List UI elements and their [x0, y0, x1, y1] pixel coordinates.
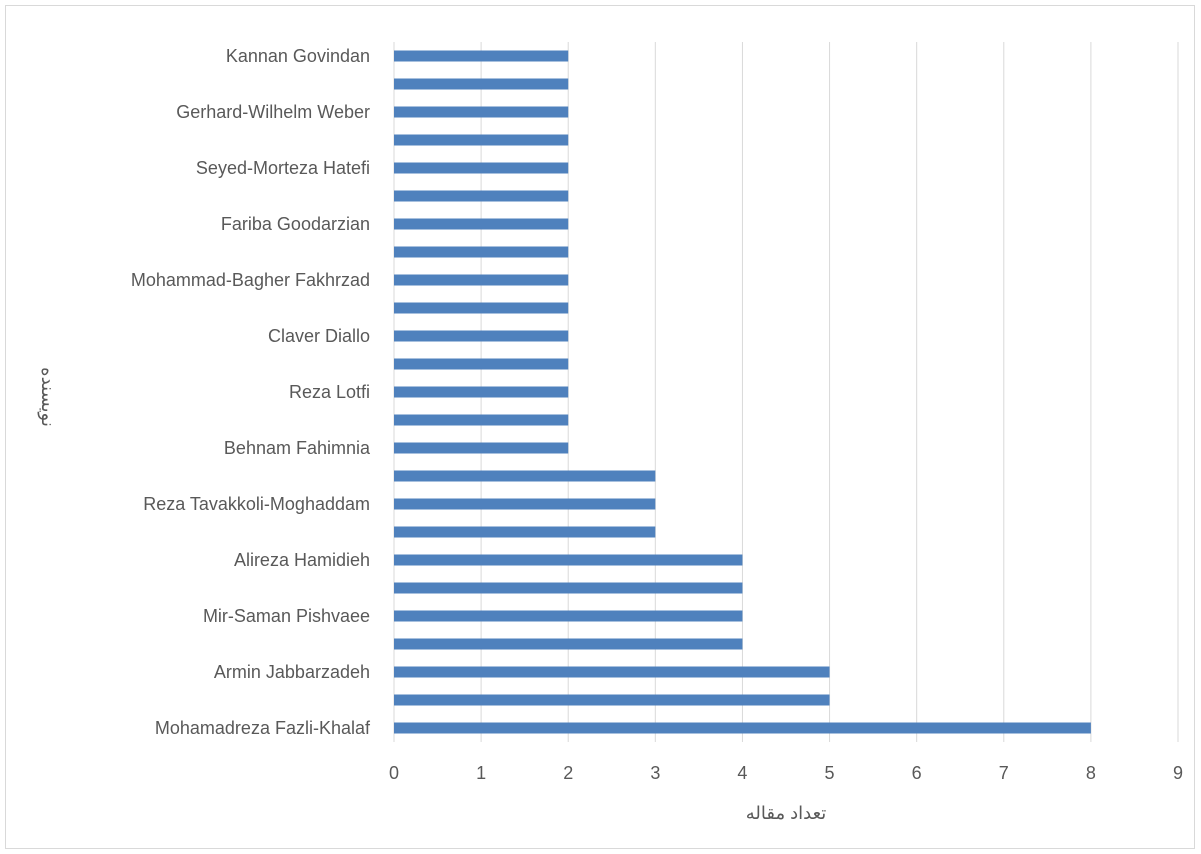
x-tick-labels: 0 1 2 3 4 5 6 7 8 9: [389, 763, 1183, 783]
bar: [394, 442, 569, 454]
x-tick-label: 2: [563, 763, 573, 783]
x-tick-label: 5: [825, 763, 835, 783]
bar: [394, 106, 569, 118]
category-label: Kannan Govindan: [226, 46, 370, 66]
bar: [394, 610, 743, 622]
bar: [394, 526, 656, 538]
bar: [394, 274, 569, 286]
bar: [394, 554, 743, 566]
bar: [394, 582, 743, 594]
category-labels: Mohamadreza Fazli-Khalaf Armin Jabbarzade…: [131, 46, 371, 738]
x-tick-label: 3: [650, 763, 660, 783]
x-tick-label: 7: [999, 763, 1009, 783]
gridlines: [393, 42, 1179, 742]
y-axis-title: نویسنده: [37, 367, 58, 427]
bar: [394, 218, 569, 230]
category-label: Reza Tavakkoli-Moghaddam: [143, 494, 370, 514]
x-tick-label: 9: [1173, 763, 1183, 783]
category-label: Alireza Hamidieh: [234, 550, 370, 570]
bar: [394, 50, 569, 62]
bar: [394, 134, 569, 146]
x-tick-label: 0: [389, 763, 399, 783]
category-label: Gerhard-Wilhelm Weber: [176, 102, 370, 122]
category-label: Reza Lotfi: [289, 382, 370, 402]
bar: [394, 722, 1091, 734]
bar: [394, 414, 569, 426]
bar: [394, 246, 569, 258]
bar: [394, 498, 656, 510]
category-label: Fariba Goodarzian: [221, 214, 370, 234]
chart-frame: [5, 5, 1195, 849]
category-label: Mir-Saman Pishvaee: [203, 606, 370, 626]
category-label: Behnam Fahimnia: [224, 438, 371, 458]
category-label: Armin Jabbarzadeh: [214, 662, 370, 682]
bars: [394, 50, 1091, 734]
category-label: Mohamadreza Fazli-Khalaf: [155, 718, 371, 738]
category-label: Mohammad-Bagher Fakhrzad: [131, 270, 370, 290]
bar: [394, 386, 569, 398]
category-label: Seyed-Morteza Hatefi: [196, 158, 370, 178]
x-tick-label: 4: [737, 763, 747, 783]
bar: [394, 330, 569, 342]
bar: [394, 162, 569, 174]
x-tick-label: 8: [1086, 763, 1096, 783]
x-axis-title: تعداد مقاله: [746, 803, 827, 823]
bar: [394, 470, 656, 482]
x-tick-label: 6: [912, 763, 922, 783]
bar: [394, 666, 830, 678]
x-tick-label: 1: [476, 763, 486, 783]
bar: [394, 358, 569, 370]
bar: [394, 638, 743, 650]
bar: [394, 694, 830, 706]
bar: [394, 302, 569, 314]
bar: [394, 78, 569, 90]
bar: [394, 190, 569, 202]
category-label: Claver Diallo: [268, 326, 370, 346]
